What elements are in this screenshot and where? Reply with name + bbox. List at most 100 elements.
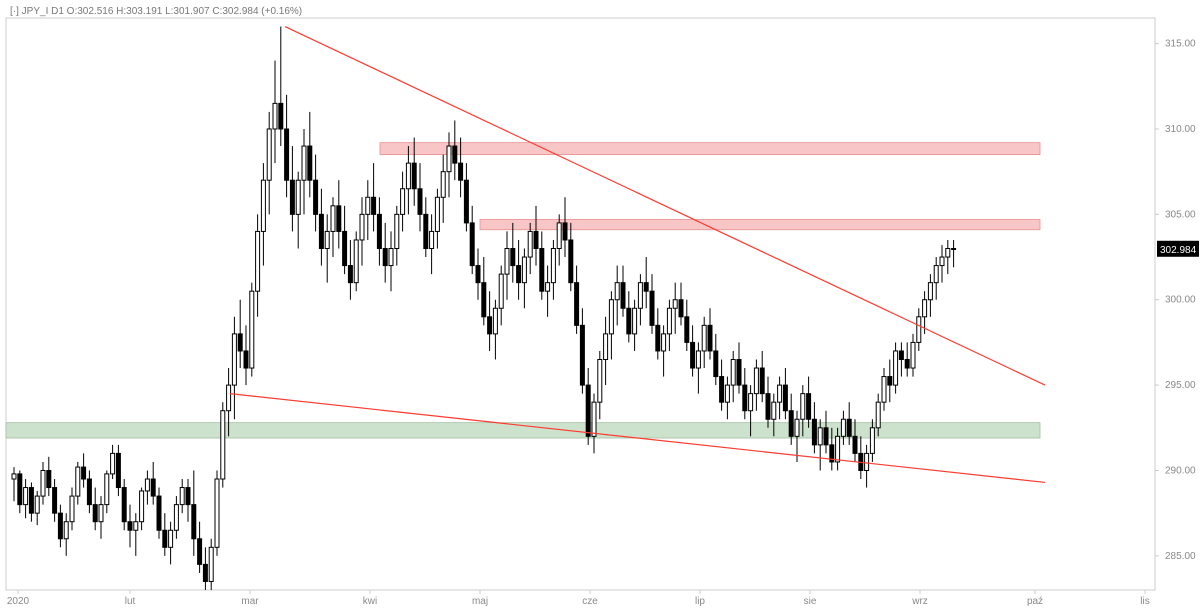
candle[interactable] [285, 129, 289, 180]
resistance-zone[interactable] [380, 143, 1040, 155]
candle[interactable] [401, 189, 405, 215]
candle[interactable] [360, 214, 364, 240]
candle[interactable] [372, 197, 376, 214]
candle[interactable] [325, 231, 329, 248]
candle[interactable] [250, 291, 254, 368]
candle[interactable] [348, 266, 352, 283]
candle[interactable] [331, 206, 335, 232]
candle[interactable] [754, 368, 758, 394]
candle[interactable] [238, 334, 242, 351]
candle[interactable] [534, 231, 538, 248]
candle[interactable] [824, 428, 828, 445]
candle[interactable] [18, 474, 22, 505]
candle[interactable] [749, 394, 753, 411]
candle[interactable] [575, 283, 579, 326]
candle[interactable] [551, 249, 555, 283]
candle[interactable] [870, 428, 874, 454]
candle[interactable] [116, 453, 120, 487]
candle[interactable] [82, 467, 86, 479]
candle[interactable] [946, 249, 950, 258]
candle[interactable] [198, 539, 202, 565]
candle[interactable] [122, 488, 126, 522]
candle[interactable] [841, 419, 845, 436]
candle[interactable] [795, 419, 799, 436]
candle[interactable] [580, 325, 584, 385]
candle[interactable] [412, 163, 416, 189]
price-chart[interactable]: 285.00290.00295.00300.00305.00310.00315.… [0, 0, 1200, 613]
candle[interactable] [662, 334, 666, 351]
candle[interactable] [702, 325, 706, 351]
candle[interactable] [24, 488, 28, 505]
candle[interactable] [447, 146, 451, 172]
candle[interactable] [517, 266, 521, 283]
candle[interactable] [528, 231, 532, 257]
candle[interactable] [488, 317, 492, 334]
candle[interactable] [720, 377, 724, 403]
candle[interactable] [952, 249, 956, 250]
candle[interactable] [256, 231, 260, 291]
candle[interactable] [53, 488, 57, 514]
candle[interactable] [905, 359, 909, 368]
candle[interactable] [627, 308, 631, 334]
candle[interactable] [557, 223, 561, 249]
candle[interactable] [12, 474, 16, 479]
candle[interactable] [273, 103, 277, 129]
candle[interactable] [314, 180, 318, 214]
candle[interactable] [714, 351, 718, 377]
candle[interactable] [470, 223, 474, 266]
candle[interactable] [430, 231, 434, 248]
candle[interactable] [778, 385, 782, 402]
candle[interactable] [621, 283, 625, 309]
candle[interactable] [35, 496, 39, 513]
candle[interactable] [64, 522, 68, 539]
candle[interactable] [609, 300, 613, 334]
candle[interactable] [290, 180, 294, 214]
candle[interactable] [934, 266, 938, 283]
candle[interactable] [366, 197, 370, 214]
candle[interactable] [186, 488, 190, 505]
candle[interactable] [546, 283, 550, 292]
candle[interactable] [876, 402, 880, 428]
candle[interactable] [140, 491, 144, 522]
candle[interactable] [29, 488, 33, 514]
candle[interactable] [267, 129, 271, 180]
candle[interactable] [209, 547, 213, 581]
candle[interactable] [192, 505, 196, 539]
candle[interactable] [261, 180, 265, 231]
candle[interactable] [453, 146, 457, 163]
candle[interactable] [783, 385, 787, 411]
candle[interactable] [99, 505, 103, 522]
candle[interactable] [296, 180, 300, 214]
candle[interactable] [505, 249, 509, 275]
candle[interactable] [157, 496, 161, 530]
trendline[interactable] [285, 27, 1045, 386]
candle[interactable] [145, 479, 149, 491]
candle[interactable] [917, 317, 921, 343]
candle[interactable] [708, 325, 712, 351]
candle[interactable] [105, 474, 109, 505]
candle[interactable] [737, 359, 741, 385]
candle[interactable] [476, 266, 480, 283]
candle[interactable] [134, 522, 138, 531]
candle[interactable] [888, 377, 892, 386]
candle[interactable] [685, 317, 689, 343]
candle[interactable] [540, 249, 544, 292]
candle[interactable] [511, 249, 515, 266]
candle[interactable] [499, 274, 503, 308]
candle[interactable] [169, 530, 173, 547]
candle[interactable] [459, 163, 463, 180]
candle[interactable] [592, 402, 596, 436]
candle[interactable] [482, 283, 486, 317]
candle[interactable] [807, 394, 811, 420]
candle[interactable] [128, 522, 132, 531]
candle[interactable] [894, 351, 898, 385]
candle[interactable] [673, 300, 677, 309]
candle[interactable] [563, 223, 567, 240]
candle[interactable] [644, 283, 648, 292]
candle[interactable] [221, 411, 225, 479]
candle[interactable] [41, 470, 45, 496]
candle[interactable] [319, 214, 323, 248]
candle[interactable] [638, 283, 642, 309]
candle[interactable] [244, 351, 248, 368]
candle[interactable] [151, 479, 155, 496]
